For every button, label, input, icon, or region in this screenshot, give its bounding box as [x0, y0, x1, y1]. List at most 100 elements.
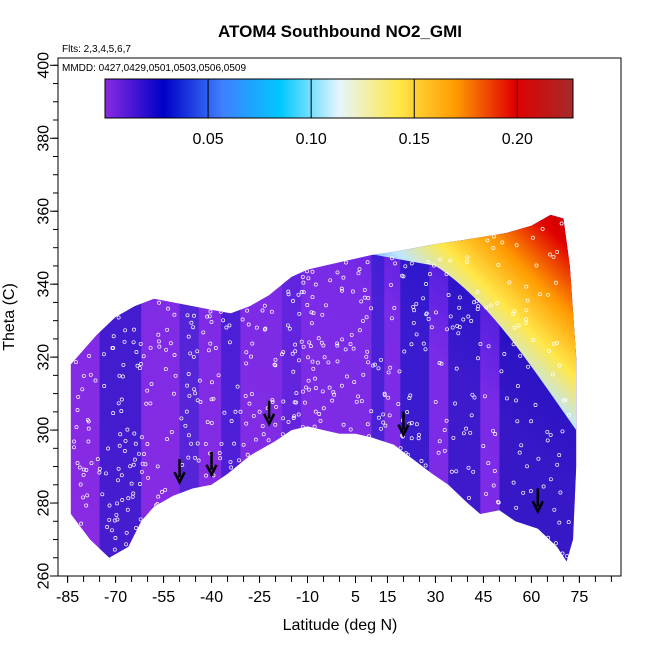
scatter-point [322, 355, 327, 360]
scatter-point [270, 398, 275, 403]
scatter-point [206, 348, 211, 353]
scatter-point [548, 432, 553, 437]
scatter-point [196, 458, 201, 463]
scatter-point [496, 500, 500, 504]
scatter-point [209, 319, 214, 324]
scatter-point [95, 457, 100, 462]
scatter-point [146, 475, 151, 480]
scatter-point [260, 308, 265, 313]
scatter-point [339, 286, 344, 291]
scatter-point [136, 451, 141, 456]
scatter-point [561, 398, 566, 403]
scatter-point [309, 310, 314, 315]
scatter-point [107, 517, 112, 522]
scatter-point [123, 328, 128, 333]
scatter-point [129, 481, 134, 486]
scatter-point [125, 427, 130, 432]
scatter-point [205, 420, 210, 425]
scatter-point [186, 455, 191, 460]
scatter-point [72, 445, 76, 450]
scatter-point [511, 311, 516, 316]
scatter-point [381, 412, 386, 417]
scatter-point [222, 410, 227, 415]
scatter-point [419, 459, 424, 463]
scatter-point [244, 421, 249, 426]
scatter-point [525, 298, 530, 303]
x-tick-label: -25 [248, 589, 271, 606]
scatter-point [299, 339, 304, 344]
x-tick-label: 75 [571, 589, 589, 606]
scatter-point [245, 452, 250, 457]
scatter-point [84, 503, 89, 508]
scatter-point [555, 462, 560, 467]
scatter-point [396, 402, 401, 407]
scatter-point [219, 441, 224, 446]
scatter-point [143, 462, 148, 467]
scatter-point [286, 419, 291, 424]
scatter-point [365, 422, 370, 427]
scatter-point [247, 401, 252, 406]
scatter-point [213, 346, 218, 350]
scatter-point [540, 226, 545, 231]
scatter-point [402, 349, 407, 354]
scatter-point [156, 332, 161, 337]
scatter-point [359, 399, 364, 404]
scatter-point [75, 461, 80, 466]
scatter-point [112, 518, 117, 523]
scatter-point [560, 429, 565, 434]
scatter-point [123, 438, 128, 443]
scatter-point [548, 477, 553, 482]
scatter-point [243, 393, 248, 398]
scatter-point [555, 249, 560, 254]
scatter-point [306, 276, 311, 281]
scatter-point [471, 469, 476, 474]
scatter-point [93, 378, 98, 383]
scatter-point [106, 446, 111, 451]
arrow-head [173, 471, 186, 485]
scatter-point [119, 473, 124, 478]
scatter-point [133, 441, 138, 446]
colorbar-tick-label: 0.05 [193, 131, 224, 148]
scatter-point [414, 301, 419, 306]
scatter-point [512, 325, 517, 330]
scatter-point [301, 280, 306, 285]
scatter-point [475, 307, 480, 312]
scatter-point [142, 452, 146, 457]
scatter-point [286, 289, 291, 294]
scatter-point [122, 339, 127, 344]
scatter-point [313, 376, 317, 381]
scatter-point [408, 393, 413, 398]
scatter-point [332, 392, 337, 397]
scatter-point [321, 406, 326, 411]
scatter-point [110, 528, 114, 533]
scatter-point [424, 282, 428, 286]
scatter-point [340, 337, 345, 342]
scatter-point [198, 399, 203, 404]
scatter-point [511, 342, 516, 347]
y-tick-label: 340 [36, 271, 53, 298]
scatter-point [335, 341, 340, 346]
scatter-point [281, 399, 286, 404]
scatter-point [116, 315, 121, 320]
scatter-point [386, 370, 391, 375]
scatter-point [232, 441, 237, 446]
scatter-point [85, 417, 90, 422]
scatter-point [156, 494, 161, 499]
arrow-head [397, 424, 410, 438]
scatter-point [348, 342, 353, 347]
scatter-point [306, 378, 311, 383]
scatter-point [461, 431, 466, 436]
scatter-point [195, 398, 200, 403]
scatter-point [119, 409, 124, 414]
scatter-point [296, 358, 301, 363]
scatter-point [187, 393, 192, 398]
scatter-point [245, 308, 250, 313]
scatter-point [482, 394, 487, 399]
scatter-point [472, 395, 477, 400]
scatter-point [427, 272, 432, 277]
scatter-point [376, 366, 381, 371]
scatter-point [141, 354, 146, 359]
scatter-point [244, 361, 249, 366]
scatter-point [438, 257, 443, 262]
